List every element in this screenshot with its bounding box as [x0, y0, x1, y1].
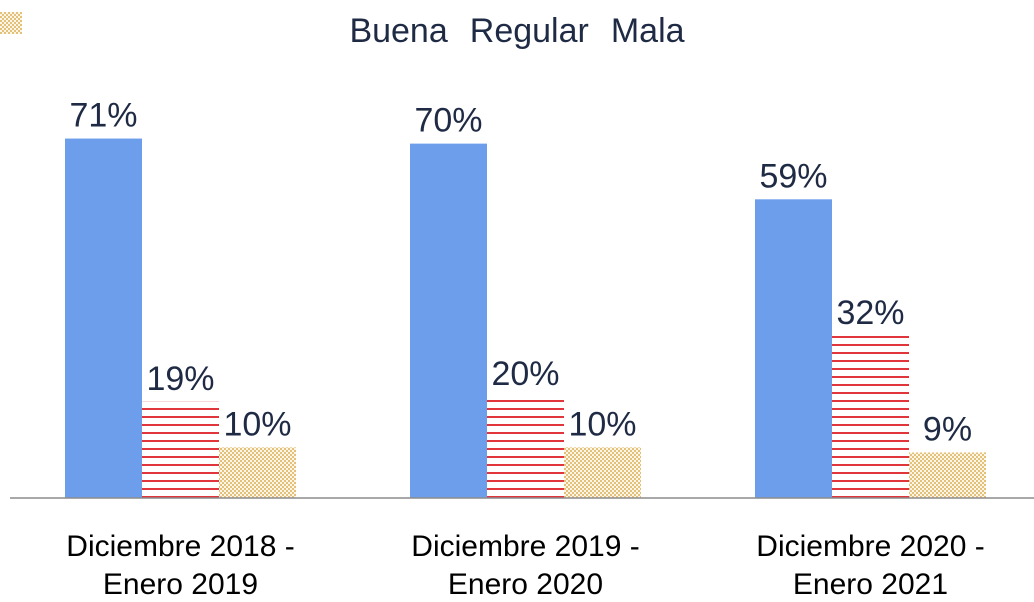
- legend-label: Mala: [610, 12, 685, 50]
- bar: [410, 143, 487, 498]
- bar: [487, 396, 564, 498]
- bar: [564, 447, 641, 498]
- value-label: 20%: [491, 355, 559, 393]
- bar: [909, 452, 986, 498]
- legend-item: Buena: [0, 12, 448, 51]
- legend: Buena Regular Mala: [0, 12, 1034, 51]
- legend-item: Mala: [0, 12, 685, 51]
- bar: [832, 336, 909, 498]
- bar: [219, 447, 296, 498]
- value-label: 9%: [923, 410, 972, 448]
- value-label: 71%: [69, 97, 137, 135]
- x-tick-label: Diciembre 2020 - Enero 2021: [756, 530, 985, 601]
- value-label: 10%: [568, 405, 636, 443]
- legend-label: Buena: [349, 12, 448, 50]
- legend-label: Regular: [469, 12, 589, 50]
- bar: [65, 138, 142, 498]
- value-label: 32%: [836, 294, 904, 332]
- x-tick-label: Diciembre 2018 - Enero 2019: [66, 530, 295, 601]
- bar: [142, 401, 219, 498]
- value-label: 10%: [223, 405, 291, 443]
- bar: [755, 199, 832, 498]
- value-label: 59%: [759, 157, 827, 195]
- legend-swatch: [0, 12, 22, 34]
- legend-item: Regular: [0, 12, 589, 51]
- value-label: 19%: [146, 360, 214, 398]
- value-label: 70%: [414, 102, 482, 140]
- x-tick-label: Diciembre 2019 - Enero 2020: [411, 530, 640, 601]
